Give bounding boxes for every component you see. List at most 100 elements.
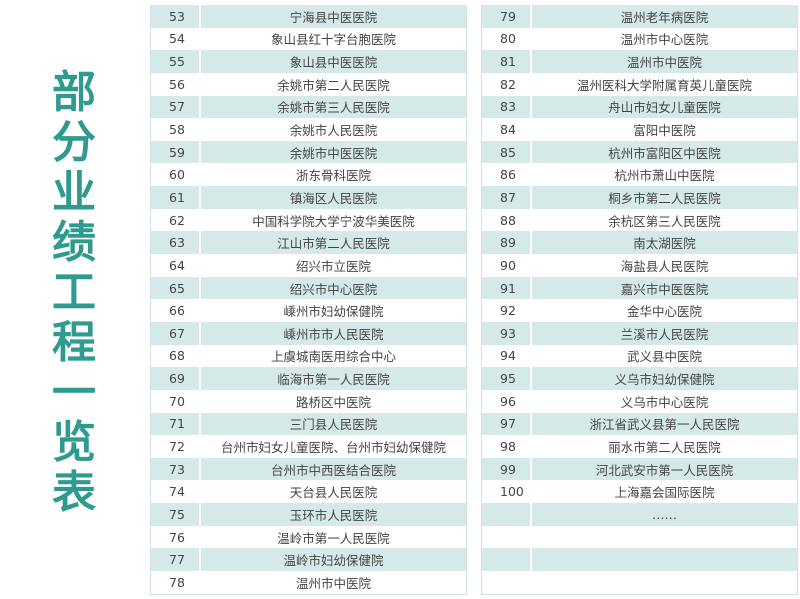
row-number: 55 xyxy=(151,50,201,73)
hospital-name: 绍兴市中心医院 xyxy=(289,281,378,297)
table-row: 54 象山县红十字台胞医院 xyxy=(151,27,466,51)
row-number: 68 xyxy=(151,344,201,368)
projects-table-left: 53 宁海县中医医院 54 象山县红十字台胞医院 55 象山县中医医院 56 余姚市第二人民医… xyxy=(150,5,467,595)
hospital-name: 丽水市第二人民医院 xyxy=(608,439,721,455)
row-number: 75 xyxy=(151,503,201,526)
table-row xyxy=(482,571,797,594)
row-number: 74 xyxy=(151,480,201,504)
title-char: 业 xyxy=(52,167,96,218)
table-row: 79 温州老年病医院 xyxy=(482,5,797,28)
title-char: 工 xyxy=(52,267,96,318)
hospital-name: 温州老年病医院 xyxy=(620,9,709,25)
table-row: 74 天台县人民医院 xyxy=(151,480,466,504)
hospital-name: 舟山市妇女儿童医院 xyxy=(608,100,721,116)
hospital-name: 温岭市第一人民医院 xyxy=(277,530,390,546)
title-char: 分 xyxy=(52,117,96,168)
table-row: 58 余姚市人民医院 xyxy=(151,118,466,141)
table-row: 93 兰溪市人民医院 xyxy=(482,321,797,345)
hospital-name: 余姚市第二人民医院 xyxy=(277,77,390,93)
table-row: 53 宁海县中医医院 xyxy=(151,5,466,28)
row-number xyxy=(482,525,532,549)
hospital-name: 温州市中医院 xyxy=(626,55,702,71)
hospital-name: 象山县中医医院 xyxy=(289,55,378,71)
table-row: 95 义乌市妇幼保健院 xyxy=(482,367,797,390)
projects-table-right: 79 温州老年病医院 80 温州市中心医院 81 温州市中医院 82 温州医科大学附属育英儿童… xyxy=(481,5,798,595)
hospital-name: 绍兴市立医院 xyxy=(295,258,371,274)
hospital-name: 富阳中医院 xyxy=(633,123,696,139)
row-number: 92 xyxy=(482,299,532,322)
table-row: 94 武义县中医院 xyxy=(482,344,797,368)
table-row: 88 余杭区第三人民医院 xyxy=(482,208,797,232)
table-row: 86 杭州市萧山中医院 xyxy=(482,163,797,187)
hospital-name: 嘉兴市中医医院 xyxy=(620,281,709,297)
hospital-name: 台州市妇女儿童医院、台州市妇幼保健院 xyxy=(220,439,446,455)
row-number: 56 xyxy=(151,72,201,96)
hospital-name: 镇海区人民医院 xyxy=(289,190,378,206)
hospital-name: 宁海县中医医院 xyxy=(289,9,378,25)
hospital-name: 桐乡市第二人民医院 xyxy=(608,190,721,206)
title-char: 览 xyxy=(52,417,96,468)
hospital-name: 余姚市第三人民医院 xyxy=(277,100,390,116)
hospital-name: 三门县人民医院 xyxy=(289,417,378,433)
hospital-name: 义乌市妇幼保健院 xyxy=(614,372,715,388)
row-number: 66 xyxy=(151,299,201,322)
hospital-name: 玉环市人民医院 xyxy=(289,507,378,523)
hospital-name: 临海市第一人民医院 xyxy=(277,372,390,388)
row-number: 65 xyxy=(151,276,201,300)
row-number: 98 xyxy=(482,435,532,458)
row-number: 88 xyxy=(482,208,532,232)
hospital-name: 温岭市妇幼保健院 xyxy=(283,553,384,569)
row-number: 63 xyxy=(151,231,201,255)
row-number: 71 xyxy=(151,412,201,436)
title-char: 表 xyxy=(52,467,96,518)
hospital-name: 温州医科大学附属育英儿童医院 xyxy=(576,77,752,93)
title-char: 一 xyxy=(52,367,96,418)
page-title: 部分业绩工程一览表 xyxy=(48,68,100,518)
table-row: 59 余姚市中医医院 xyxy=(151,140,466,164)
title-char: 程 xyxy=(52,317,96,368)
row-number: 64 xyxy=(151,254,201,277)
table-row: 62 中国科学院大学宁波华美医院 xyxy=(151,208,466,232)
row-number: 77 xyxy=(151,548,201,572)
hospital-name: 南太湖医院 xyxy=(633,236,696,252)
table-row: 84 富阳中医院 xyxy=(482,118,797,141)
table-row: 75 玉环市人民医院 xyxy=(151,503,466,526)
hospital-name: 嵊州市市人民医院 xyxy=(283,326,384,342)
table-row: 98 丽水市第二人民医院 xyxy=(482,435,797,458)
table-row: 61 镇海区人民医院 xyxy=(151,186,466,209)
title-char: 部 xyxy=(52,67,96,118)
hospital-name: 浙东骨科医院 xyxy=(295,168,371,184)
hospital-name: 余姚市中医医院 xyxy=(289,145,378,161)
row-number: 96 xyxy=(482,389,532,413)
row-number: 93 xyxy=(482,321,532,345)
table-row: 66 嵊州市妇幼保健院 xyxy=(151,299,466,322)
hospital-name: 上海嘉会国际医院 xyxy=(614,485,715,501)
table-row: 85 杭州市富阳区中医院 xyxy=(482,140,797,164)
hospital-name: 浙江省武义县第一人民医院 xyxy=(589,417,740,433)
hospital-name: 杭州市萧山中医院 xyxy=(614,168,715,184)
table-row: 100 上海嘉会国际医院 xyxy=(482,480,797,504)
row-number: 69 xyxy=(151,367,201,390)
row-number: 82 xyxy=(482,72,532,96)
row-number: 60 xyxy=(151,163,201,187)
row-number: 79 xyxy=(482,5,532,28)
table-row: 69 临海市第一人民医院 xyxy=(151,367,466,390)
row-number: 62 xyxy=(151,208,201,232)
table-row: 91 嘉兴市中医医院 xyxy=(482,276,797,300)
table-row: 82 温州医科大学附属育英儿童医院 xyxy=(482,72,797,96)
row-number: 72 xyxy=(151,435,201,458)
table-row: 68 上虞城南医用综合中心 xyxy=(151,344,466,368)
row-number: 84 xyxy=(482,118,532,141)
table-row: 96 义乌市中心医院 xyxy=(482,389,797,413)
table-row: 73 台州市中西医结合医院 xyxy=(151,457,466,481)
row-number: 99 xyxy=(482,457,532,481)
row-number: 90 xyxy=(482,254,532,277)
table-row: 55 象山县中医医院 xyxy=(151,50,466,73)
table-row: 87 桐乡市第二人民医院 xyxy=(482,186,797,209)
hospital-name: …… xyxy=(652,506,677,522)
row-number: 57 xyxy=(151,95,201,119)
row-number xyxy=(482,503,532,526)
table-row: …… xyxy=(482,503,797,526)
hospital-name: 金华中心医院 xyxy=(626,304,702,320)
row-number: 53 xyxy=(151,5,201,28)
